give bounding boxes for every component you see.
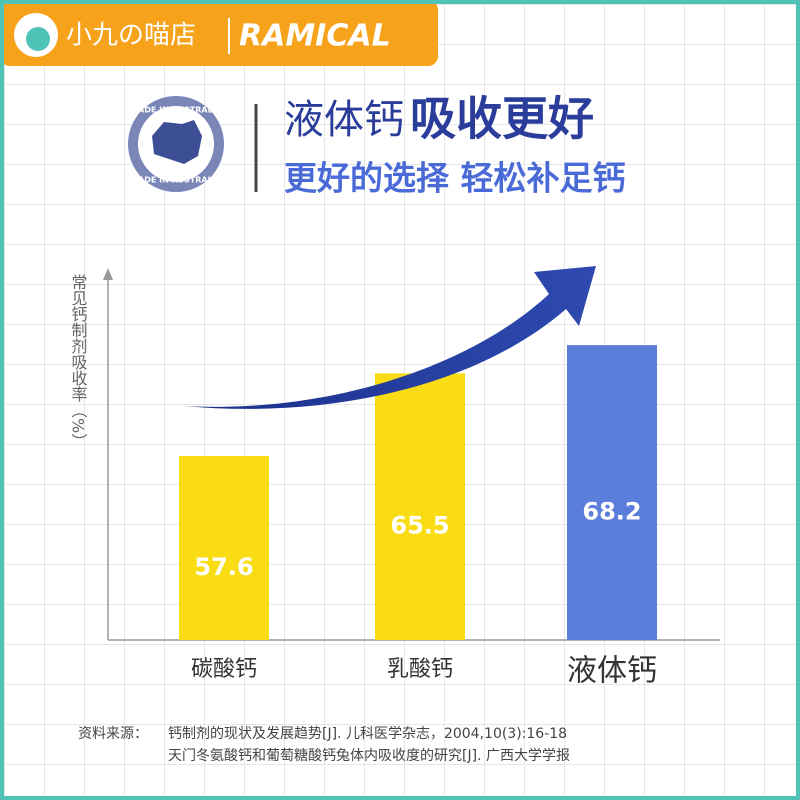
y-axis-arrow: [103, 268, 113, 280]
source-line: 天门冬氨酸钙和葡萄糖酸钙兔体内吸收度的研究[J]. 广西大学学报: [168, 748, 570, 764]
source-label: 资料来源：: [78, 726, 148, 742]
bar: [179, 455, 269, 640]
brand: RAMICAL: [239, 19, 391, 54]
x-tick-label: 碳酸钙: [191, 657, 257, 682]
badge-bottom: MADE IN AUSTRALIA: [130, 176, 223, 185]
badge-top: MADE IN AUSTRALIA: [130, 106, 223, 115]
bar: [567, 345, 657, 640]
shop-name: 小九の喵店: [66, 21, 196, 51]
title-regular: 液体钙: [284, 97, 404, 143]
x-tick-label: 液体钙: [567, 654, 657, 689]
y-axis-label: 常见钙制剂吸收率（%）: [69, 274, 88, 449]
x-tick-label: 乳酸钙: [387, 657, 453, 682]
source-line: 钙制剂的现状及发展趋势[J]. 儿科医学杂志，2004,10(3):16-18: [168, 726, 567, 742]
subtitle: 更好的选择 轻松补足钙: [284, 159, 626, 198]
australia-map: [152, 120, 202, 164]
logo-cat: [26, 27, 50, 51]
banner: [4, 4, 438, 66]
value-label: 68.2: [582, 498, 641, 526]
value-label: 57.6: [194, 553, 253, 581]
value-label: 65.5: [390, 512, 449, 540]
chart: 小九の喵店 RAMICAL MADE IN AUSTRALIA MADE IN …: [4, 4, 720, 764]
bar: [375, 373, 465, 640]
title-bold: 吸收更好: [410, 92, 594, 146]
trend-arrow: [184, 266, 596, 409]
